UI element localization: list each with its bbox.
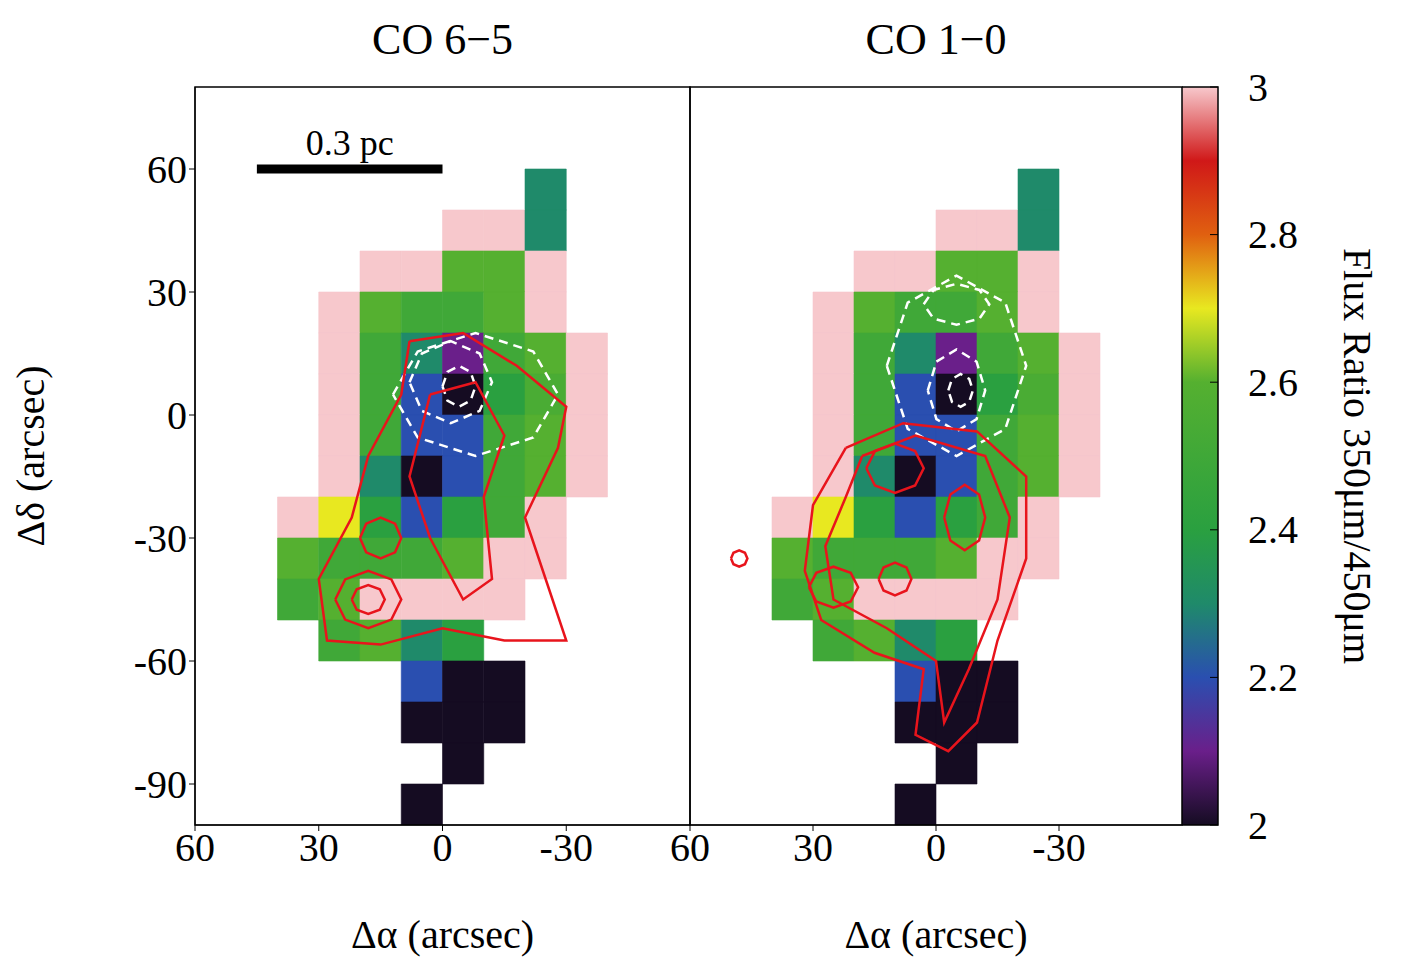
svg-text:2.6: 2.6 [1248,360,1298,405]
svg-text:Δα (arcsec): Δα (arcsec) [844,912,1027,957]
svg-text:0: 0 [926,825,946,870]
svg-text:3: 3 [1248,65,1268,110]
svg-text:2.2: 2.2 [1248,655,1298,700]
svg-text:60: 60 [147,147,187,192]
svg-text:Δδ (arcsec): Δδ (arcsec) [8,365,53,546]
svg-text:0: 0 [167,393,187,438]
svg-text:0.3 pc: 0.3 pc [306,123,394,163]
svg-text:Flux Ratio 350μm/450μm: Flux Ratio 350μm/450μm [1335,248,1380,664]
svg-text:2: 2 [1248,803,1268,848]
svg-text:-90: -90 [134,762,187,807]
svg-text:30: 30 [793,825,833,870]
svg-text:0: 0 [433,825,453,870]
svg-text:2.8: 2.8 [1248,212,1298,257]
svg-text:-30: -30 [540,825,593,870]
svg-text:-30: -30 [134,516,187,561]
svg-text:2.4: 2.4 [1248,507,1298,552]
svg-text:Δα (arcsec): Δα (arcsec) [351,912,534,957]
svg-text:60: 60 [175,825,215,870]
svg-text:-30: -30 [1032,825,1085,870]
html-text:CO 1−0: CO 1−0 [865,15,1007,64]
svg-text:30: 30 [299,825,339,870]
html-text:CO 6−5: CO 6−5 [372,15,513,64]
svg-text:-60: -60 [134,639,187,684]
svg-text:60: 60 [670,825,710,870]
svg-text:30: 30 [147,270,187,315]
